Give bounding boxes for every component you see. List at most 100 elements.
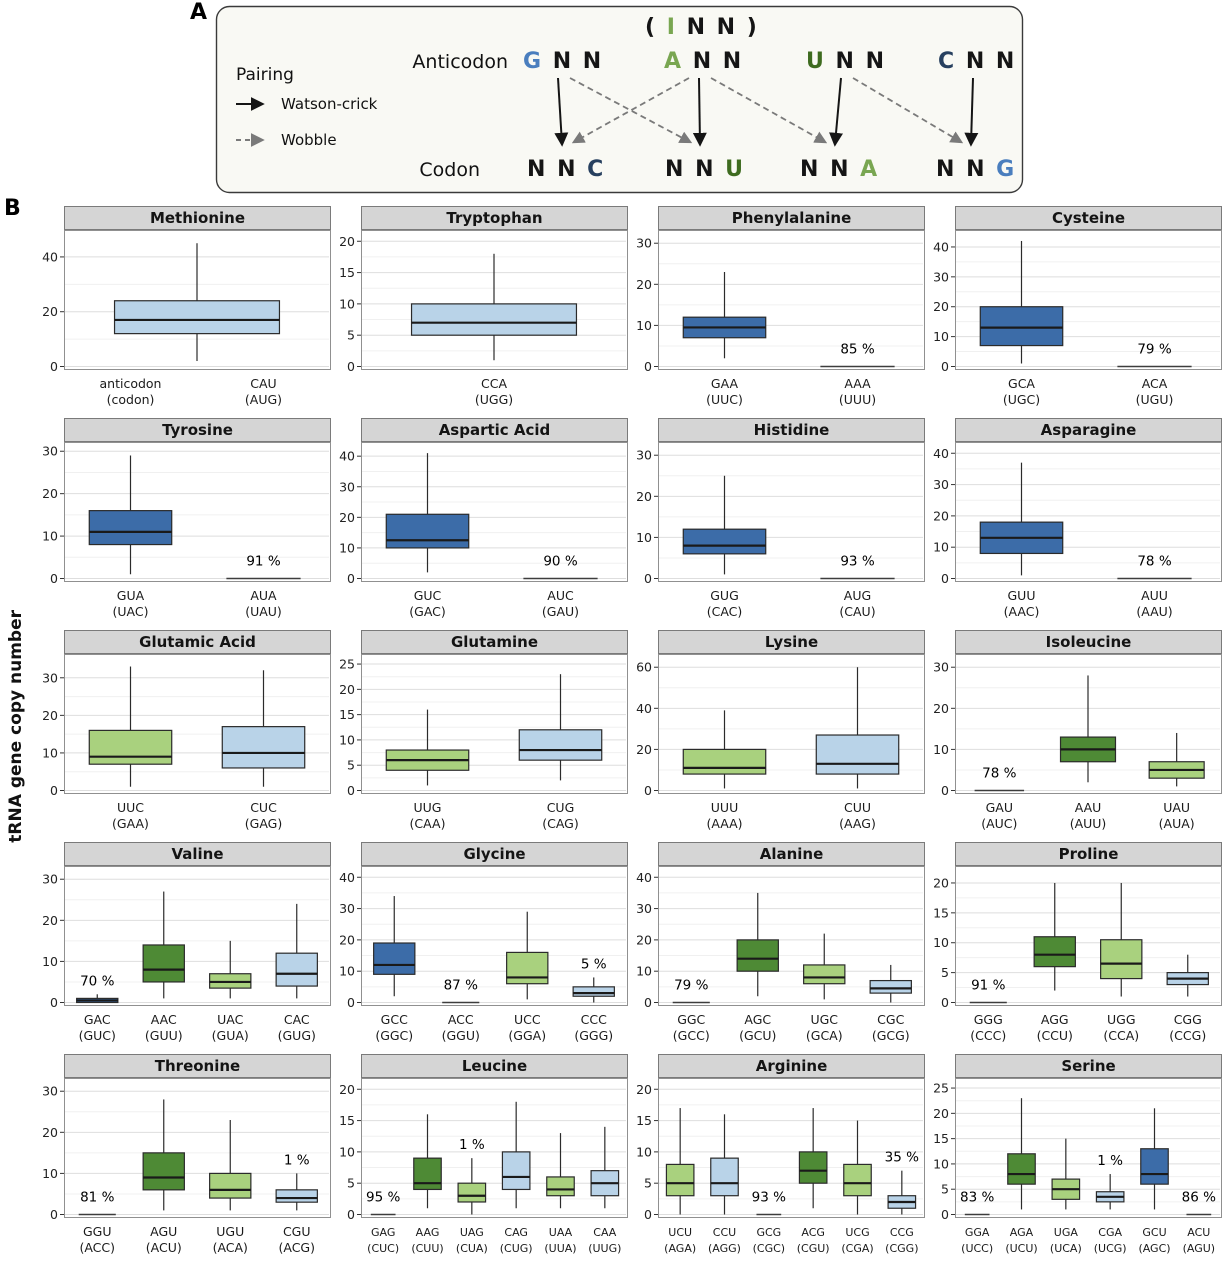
x-label-codon: (AGC) xyxy=(1138,1242,1170,1255)
y-tick-label: 30 xyxy=(636,448,652,463)
x-label-codon: (UGC) xyxy=(1003,392,1040,407)
percent-annotation: 91 % xyxy=(246,554,280,570)
percent-annotation: 86 % xyxy=(1182,1190,1216,1206)
boxplot-box xyxy=(385,513,470,549)
pairing-diagram-svg: Pairing Watson-crick Wobble Anticodon Codon G… xyxy=(215,5,1024,194)
x-label-codon: (UAU) xyxy=(245,604,282,619)
y-tick-label: 15 xyxy=(339,707,355,722)
facet-leucine: Leucine 0 5 10 15 20 95 % 1 % GAG (CUC) AAG (CUU) UA… xyxy=(331,1054,628,1266)
x-label-anticodon: GGU xyxy=(83,1224,112,1239)
x-label-anticodon: UUU xyxy=(711,800,738,815)
anticodon-row-label: Anticodon xyxy=(412,51,508,73)
x-label-anticodon: CGC xyxy=(877,1012,904,1027)
boxplot-box xyxy=(275,1189,318,1203)
pairing-legend-title: Pairing xyxy=(236,65,294,85)
y-tick-label: 30 xyxy=(339,479,355,494)
facet-plot: 0 10 20 30 40 90 % GUC(GAC) AUC(GAU) xyxy=(339,442,628,619)
boxplot-box xyxy=(142,1152,185,1191)
y-tick-label: 15 xyxy=(339,265,355,280)
codon-A: N N A xyxy=(800,157,879,182)
x-label-codon: (GUA) xyxy=(212,1028,249,1043)
boxplot-box xyxy=(869,979,912,994)
y-tick-label: 0 xyxy=(347,571,355,586)
percent-annotation: 78 % xyxy=(982,766,1016,782)
facet-glutamine: Glutamine 0 5 10 15 20 25 UUG (CAA) CUG (CAG) xyxy=(331,630,628,842)
facet-title: Glutamic Acid xyxy=(64,630,331,654)
x-label-anticodon: GUU xyxy=(1008,588,1036,603)
x-label-codon: (CUG) xyxy=(500,1242,533,1255)
x-label-anticodon: UGA xyxy=(1054,1226,1079,1239)
facet-cysteine: Cysteine 0 10 20 30 40 79 % GCA (UGC) ACA (UGU) xyxy=(925,206,1222,418)
boxplot-box xyxy=(501,1151,531,1191)
wobble-arrow xyxy=(571,77,690,144)
x-label-anticodon: ACG xyxy=(801,1226,825,1239)
wobble-label: Wobble xyxy=(281,131,337,149)
y-tick-label: 10 xyxy=(636,964,652,979)
x-label-anticodon: UGU xyxy=(216,1224,244,1239)
facet-title: Phenylalanine xyxy=(658,206,925,230)
y-tick-label: 40 xyxy=(339,870,355,885)
facet-serine: Serine 0 5 10 15 20 25 83 % 1 % 86 % GGA (UCC) AGA (U… xyxy=(925,1054,1222,1266)
pairing-box xyxy=(215,5,1024,194)
y-tick-label: 0 xyxy=(644,783,652,798)
x-label-codon: (AGA) xyxy=(664,1242,696,1255)
y-tick-label: 10 xyxy=(636,530,652,545)
y-tick-label: 10 xyxy=(933,329,949,344)
boxplot-box xyxy=(843,1163,872,1197)
facet-threonine: Threonine 0 10 20 30 81 % 1 % GGU (ACC) AGU (ACU) U… xyxy=(34,1054,331,1266)
boxplot-box xyxy=(979,306,1064,347)
x-label-anticodon: AGG xyxy=(1041,1012,1069,1027)
facet-histidine: Histidine 0 10 20 30 93 % GUG (CAC) AUG (CAU) xyxy=(628,418,925,630)
x-label-codon: (AAG) xyxy=(839,816,876,831)
facet-title: Aspartic Acid xyxy=(361,418,628,442)
boxplot-box xyxy=(88,510,173,546)
x-label-codon: (AGU) xyxy=(1183,1242,1216,1255)
watson-crick-arrow xyxy=(964,77,979,147)
x-label-anticodon: CUG xyxy=(547,800,575,815)
watson-crick-label: Watson-crick xyxy=(281,95,378,113)
x-label-codon: (GAU) xyxy=(542,604,579,619)
y-tick-label: 0 xyxy=(941,1207,949,1222)
x-label-codon: (GAC) xyxy=(409,604,446,619)
y-tick-label: 10 xyxy=(339,540,355,555)
facet-methionine: Methionine 0 20 40 anticodon (codon) CAU (AUG) xyxy=(34,206,331,418)
facet-plot: 0 10 20 30 85 % GAA(UUC) AAA(UUU) xyxy=(636,230,925,407)
y-tick-label: 20 xyxy=(42,304,58,319)
panel-b-boxplot-grid: Methionine 0 20 40 anticodon (codon) CAU (AUG) T… xyxy=(34,206,1222,1266)
x-label-codon: (ACG) xyxy=(279,1240,316,1255)
y-tick-label: 20 xyxy=(636,489,652,504)
y-tick-label: 10 xyxy=(933,935,949,950)
x-label-codon: (CGG) xyxy=(885,1242,918,1255)
percent-annotation: 87 % xyxy=(444,978,478,994)
boxplot-box xyxy=(113,300,281,335)
percent-annotation: 79 % xyxy=(1137,342,1171,358)
x-label-anticodon: GCG xyxy=(756,1226,781,1239)
facet-isoleucine: Isoleucine 0 10 20 30 78 % GAU (AUC) AAU (AUU) UAU… xyxy=(925,630,1222,842)
plot-panel xyxy=(64,654,331,794)
x-label-codon: (AUC) xyxy=(981,816,1017,831)
x-label-anticodon: CCU xyxy=(713,1226,736,1239)
y-tick-label: 30 xyxy=(933,477,949,492)
y-tick-label: 5 xyxy=(347,328,355,343)
y-tick-label: 0 xyxy=(347,1207,355,1222)
x-label-anticodon: GAG xyxy=(371,1226,395,1239)
x-label-codon: (UGG) xyxy=(475,392,513,407)
x-label-anticodon: UCG xyxy=(845,1226,869,1239)
x-label-codon: (CGU) xyxy=(797,1242,830,1255)
x-label-anticodon: AGU xyxy=(150,1224,177,1239)
y-tick-label: 0 xyxy=(50,995,58,1010)
x-label-codon: (AUA) xyxy=(1159,816,1195,831)
plot-panel xyxy=(658,442,925,582)
boxplot-box xyxy=(275,952,318,987)
x-label-anticodon: AAC xyxy=(151,1012,177,1027)
facet-alanine: Alanine 0 10 20 30 40 79 % GGC (GCC) AGC (GCU) UGC(… xyxy=(628,842,925,1054)
boxplot-box xyxy=(803,964,846,985)
y-tick-label: 10 xyxy=(339,1144,355,1159)
panel-a-pairing-diagram: Pairing Watson-crick Wobble Anticodon Codon G… xyxy=(0,0,1230,204)
y-tick-label: 25 xyxy=(339,657,355,672)
x-label-codon: (CCG) xyxy=(1169,1028,1206,1043)
plot-panel xyxy=(658,1078,925,1218)
facet-plot: 0 10 20 30 40 78 % GUU(AAC) AUU(AAU) xyxy=(933,442,1222,619)
boxplot-box xyxy=(209,1172,252,1199)
facet-title: Glutamine xyxy=(361,630,628,654)
